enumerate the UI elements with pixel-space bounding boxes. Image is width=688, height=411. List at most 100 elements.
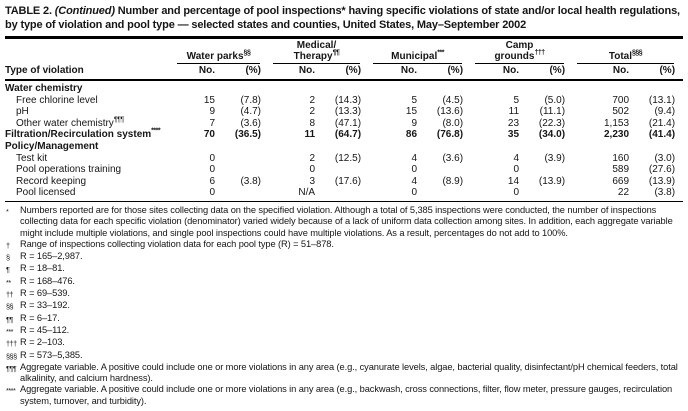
count-cell: 0 (411, 187, 418, 199)
empty-corner-cell (5, 38, 173, 65)
pct-header: (%) (425, 64, 472, 81)
table-title-number: TABLE 2. (5, 5, 52, 17)
type-of-violation-header: Type of violation (5, 64, 173, 81)
footnote: ¶ R = 18–81. (5, 263, 683, 275)
count-cell: 5 (411, 94, 418, 106)
percent-cell (527, 187, 573, 201)
footnote-marker: †† (6, 290, 14, 300)
footnote-marker-ref: **** (151, 128, 161, 136)
column-group-medical-therapy: Medical/Therapy¶¶ (269, 38, 369, 64)
table-row: pH 9 (4.7) 2 (13.3) 15 (13.6) 11 (11.1) 502 (9.4) (5, 106, 683, 118)
footnote-marker-ref: §§§ (632, 49, 643, 57)
percent-cell: (9.4) (654, 106, 676, 118)
row-label: Free chlorine level (5, 95, 173, 107)
percent-cell: (64.7) (334, 129, 362, 141)
row-label: Record keeping (5, 176, 173, 188)
footnote-text: R = 2–103. (20, 337, 65, 348)
percent-cell: (5.0) (544, 94, 566, 106)
footnote-marker-ref: ¶¶ (332, 49, 340, 57)
no-header: No. (269, 64, 324, 81)
percent-cell: (13.3) (334, 106, 362, 118)
percent-cell: (3.9) (544, 152, 566, 164)
count-cell: 1,153 (604, 117, 630, 129)
count-cell: 22 (617, 187, 630, 199)
count-cell: 23 (507, 117, 520, 129)
percent-cell: (21.4) (648, 117, 676, 129)
footnote-marker-ref: ¶¶¶ (113, 116, 124, 124)
percent-cell: (22.3) (538, 117, 566, 129)
count-cell: 70 (203, 129, 215, 141)
count-cell: 0 (513, 164, 520, 176)
count-cell: 160 (612, 152, 630, 164)
count-cell: 7 (209, 117, 215, 129)
table-row: Other water chemistry¶¶¶ 7 (3.6) 8 (47.1) 9 (8… (5, 116, 683, 130)
percent-cell: (34.0) (538, 129, 566, 141)
percent-cell: (36.5) (234, 129, 262, 141)
percent-cell (323, 187, 369, 201)
percent-cell: (7.8) (240, 94, 262, 106)
percent-cell: (8.0) (442, 117, 464, 129)
count-cell: 2 (309, 94, 316, 106)
pct-header: (%) (323, 64, 370, 81)
count-cell: N/A (298, 187, 316, 199)
table-title: TABLE 2. (Continued) Number and percenta… (5, 5, 683, 32)
percent-cell (223, 153, 269, 165)
table-row: Record keeping 6 (3.8) 3 (17.6) 4 (8.9) 14 (13.9… (5, 176, 683, 188)
percent-cell: (3.6) (442, 152, 464, 164)
table-title-text: Number and percentage of pool inspection… (5, 5, 680, 31)
percent-cell: (3.8) (240, 175, 262, 187)
count-cell: 2,230 (604, 129, 630, 141)
count-cell: 0 (309, 164, 316, 176)
percent-cell: (11.1) (539, 106, 566, 118)
footnote-text: Range of inspections collecting violatio… (20, 238, 334, 249)
percent-cell: (3.0) (654, 152, 676, 164)
count-cell: 86 (405, 129, 418, 141)
pct-header: (%) (527, 64, 574, 81)
count-cell: 8 (309, 117, 316, 129)
row-label-text: Test kit (16, 152, 48, 164)
percent-cell (527, 164, 573, 176)
footnote: **** Aggregate variable. A positive could… (5, 384, 683, 407)
footnote: ¶¶ R = 6–17. (5, 313, 683, 325)
percent-cell: (14.3) (334, 94, 362, 106)
count-cell: 9 (411, 117, 418, 129)
count-cell: 4 (513, 152, 520, 164)
count-cell: 11 (508, 106, 520, 118)
count-cell: 6 (209, 175, 215, 187)
section-row: Water chemistry (5, 80, 683, 95)
table-row: Pool licensed 0 N/A 0 0 22 (3.8) (5, 187, 683, 201)
percent-cell: (76.8) (436, 129, 464, 141)
row-label-text: Pool operations training (16, 164, 122, 176)
count-cell: 2 (309, 152, 316, 164)
footnote: § R = 165–2,987. (5, 251, 683, 263)
count-cell: 3 (309, 175, 316, 187)
table-row: Free chlorine level 15 (7.8) 2 (14.3) 5 (4.5) 5… (5, 95, 683, 107)
footnote-marker: † (6, 240, 10, 250)
table-row: Test kit 0 2 (12.5) 4 (3.6) 4 (3.9) 160 (3.0) (5, 153, 683, 165)
footnote-marker: ††† (6, 339, 17, 349)
footnote-marker: §§ (6, 302, 14, 312)
count-cell: 0 (209, 152, 215, 164)
percent-cell: (13.1) (648, 94, 676, 106)
percent-cell: (13.9) (648, 175, 676, 187)
percent-cell: (12.5) (334, 152, 362, 164)
section-header: Water chemistry (5, 83, 83, 94)
percent-cell (223, 164, 269, 176)
count-cell: 2 (309, 106, 316, 118)
footnote-text: R = 18–81. (20, 263, 65, 274)
percent-cell: (3.6) (240, 117, 262, 129)
table-title-continued: (Continued) (54, 5, 115, 17)
column-group-row: Water parks§§ Medical/Therapy¶¶ Municipa… (5, 38, 683, 65)
footnote: §§§ R = 573–5,385. (5, 350, 683, 362)
no-header: No. (369, 64, 426, 81)
footnotes-block: * Numbers reported are for those sites co… (5, 205, 683, 407)
violations-table: Water parks§§ Medical/Therapy¶¶ Municipa… (5, 36, 684, 202)
pct-header: (%) (637, 64, 684, 81)
percent-cell: (13.9) (538, 175, 566, 187)
no-header: No. (471, 64, 528, 81)
footnote: *** R = 45–112. (5, 325, 683, 337)
footnote-marker: § (6, 253, 10, 263)
footnote-text: R = 6–17. (20, 312, 60, 323)
footnote: ¶¶¶ Aggregate variable. A positive could … (5, 362, 683, 385)
footnote-marker-ref: *** (437, 49, 444, 57)
